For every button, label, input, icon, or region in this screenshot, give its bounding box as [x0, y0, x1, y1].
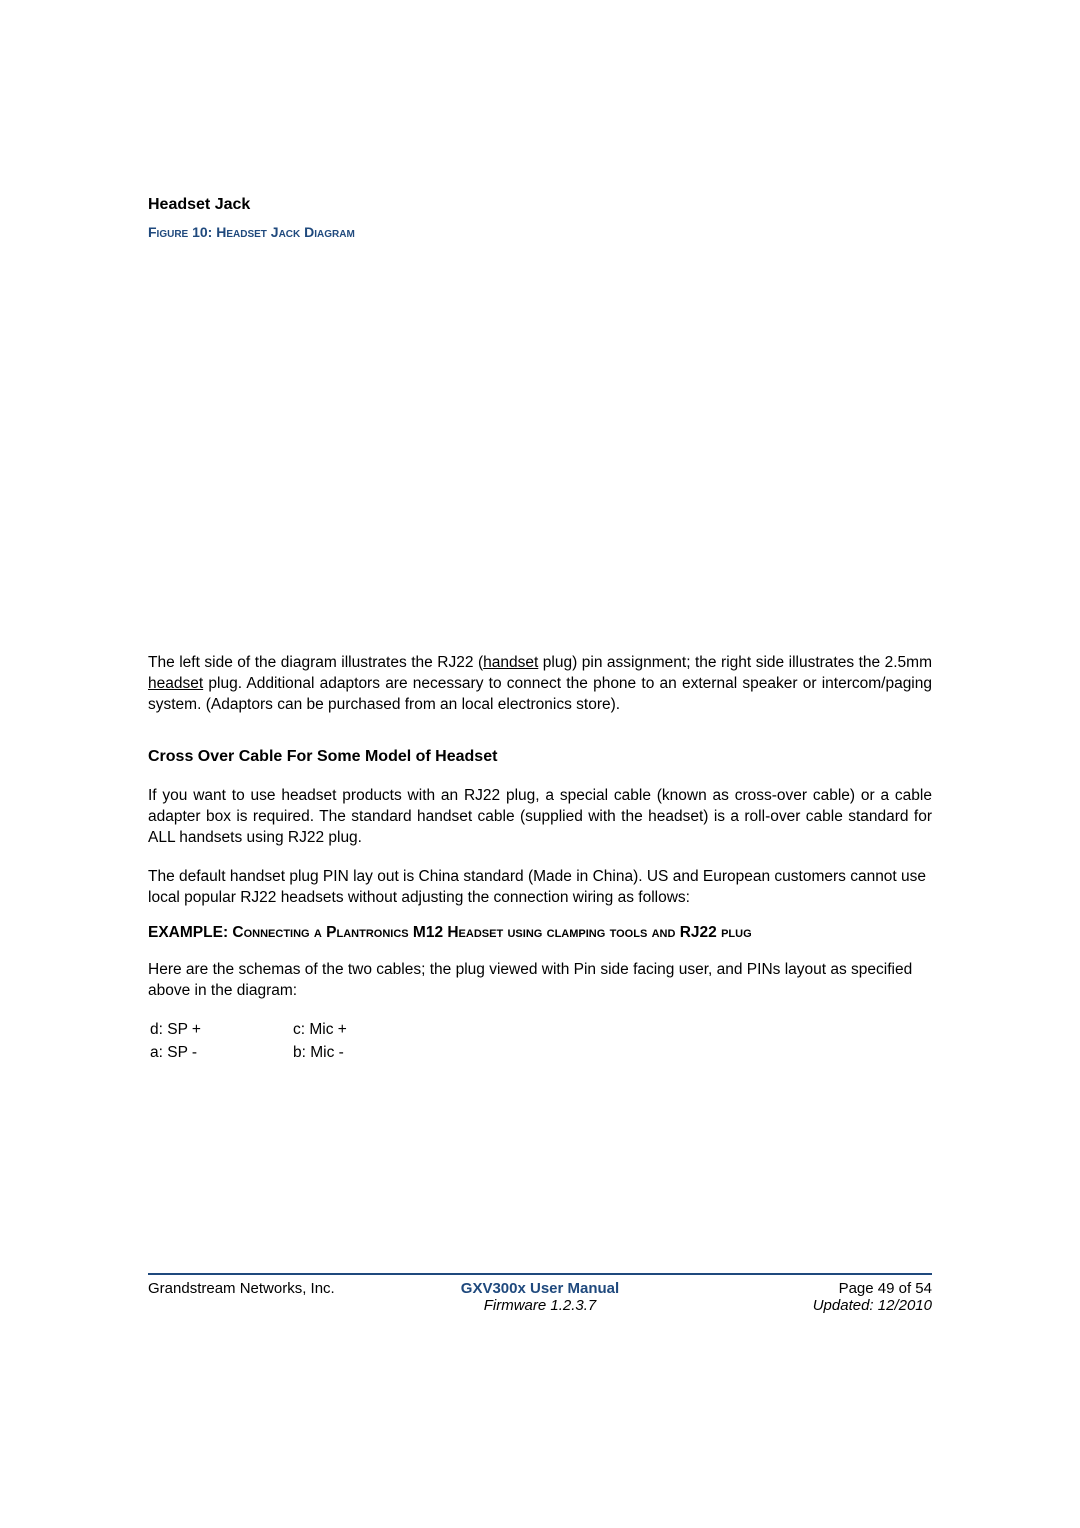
para1-mid: plug) pin assignment; the right side ill… — [538, 654, 932, 671]
pin-d: d: SP + — [150, 1020, 291, 1041]
pin-c: c: Mic + — [293, 1020, 437, 1041]
paragraph-diagram-desc: The left side of the diagram illustrates… — [148, 653, 932, 716]
table-row: d: SP + c: Mic + — [150, 1020, 437, 1041]
example-label: EXAMPLE — [148, 924, 223, 941]
paragraph-pin-layout: The default handset plug PIN lay out is … — [148, 867, 932, 909]
footer-updated: Updated: 12/2010 — [813, 1297, 932, 1314]
example-text: Connecting a Plantronics M12 Headset usi… — [232, 924, 751, 941]
paragraph-schema-intro: Here are the schemas of the two cables; … — [148, 960, 932, 1002]
footer-rule — [148, 1273, 932, 1275]
para1-underline-handset: handset — [483, 654, 538, 671]
page-content: Headset Jack Figure 10: Headset Jack Dia… — [148, 0, 932, 1528]
table-row: a: SP - b: Mic - — [150, 1043, 437, 1064]
section-heading: Headset Jack — [148, 196, 250, 214]
footer-page: Page 49 of 54 — [839, 1280, 932, 1297]
para1-pre: The left side of the diagram illustrates… — [148, 654, 483, 671]
example-heading: EXAMPLE: Connecting a Plantronics M12 He… — [148, 924, 752, 942]
footer-firmware: Firmware 1.2.3.7 — [484, 1297, 597, 1314]
para1-post: plug. Additional adaptors are necessary … — [148, 675, 932, 713]
paragraph-crossover-desc: If you want to use headset products with… — [148, 786, 932, 849]
para1-underline-headset: headset — [148, 675, 203, 692]
subheading-crossover: Cross Over Cable For Some Model of Heads… — [148, 748, 497, 766]
example-sep: : — [223, 924, 232, 941]
pin-a: a: SP - — [150, 1043, 291, 1064]
pin-b: b: Mic - — [293, 1043, 437, 1064]
pin-table: d: SP + c: Mic + a: SP - b: Mic - — [148, 1018, 439, 1066]
figure-caption: Figure 10: Headset Jack Diagram — [148, 224, 355, 240]
footer-title: GXV300x User Manual — [461, 1280, 619, 1297]
